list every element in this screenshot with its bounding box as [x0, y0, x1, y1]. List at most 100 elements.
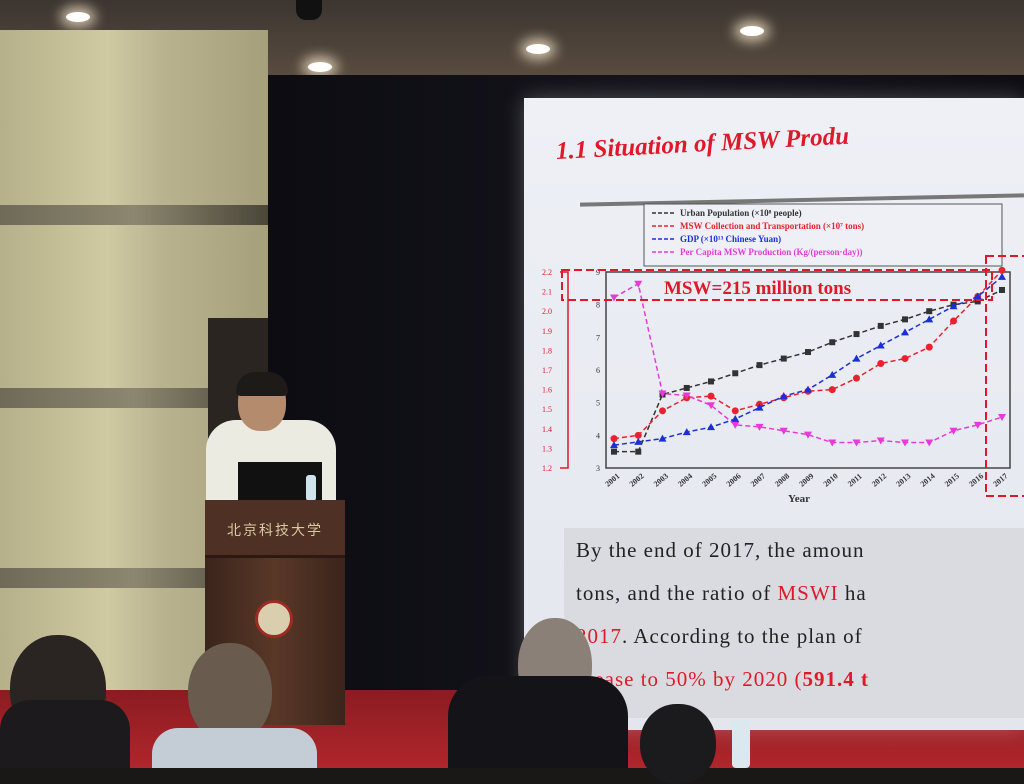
data-point	[998, 272, 1006, 280]
data-point	[805, 349, 811, 356]
podium: 北京科技大学	[205, 500, 345, 725]
audience-member	[448, 676, 628, 768]
y2-tick-label: 1.9	[542, 327, 552, 336]
data-point	[779, 392, 788, 400]
water-bottle	[732, 720, 750, 768]
audience-head	[188, 643, 272, 743]
data-point	[707, 392, 715, 400]
highlight-2017-box	[985, 255, 1024, 497]
data-point	[949, 302, 958, 310]
university-seal	[255, 600, 293, 638]
data-point	[707, 402, 715, 410]
data-point	[828, 370, 837, 378]
slide-text-line: 2017. According to the plan of	[576, 624, 863, 649]
data-point	[828, 386, 836, 394]
data-point	[901, 355, 909, 363]
slide-text-span: tons, and the ratio of	[576, 581, 778, 605]
data-point	[804, 385, 812, 393]
slide-text-line: crease to 50% by 2020 (591.4 t	[576, 667, 869, 692]
data-point	[634, 431, 642, 439]
data-point	[998, 266, 1006, 274]
data-point	[877, 322, 884, 329]
x-tick-label: 2007	[749, 471, 767, 488]
data-point	[829, 339, 836, 346]
data-point	[780, 355, 787, 362]
data-point	[708, 378, 714, 385]
y-tick-label: 3	[596, 464, 600, 473]
ceiling-light	[740, 26, 764, 36]
data-point	[974, 298, 981, 305]
data-point	[901, 328, 909, 336]
y-tick-label: 4	[596, 431, 600, 440]
data-point	[876, 341, 885, 349]
data-point	[634, 437, 643, 445]
data-point	[973, 421, 982, 429]
y-tick-label: 7	[596, 333, 600, 342]
slide-text-span: 591.4 t	[802, 667, 870, 691]
speaker-hair	[236, 372, 288, 396]
data-point	[611, 448, 617, 455]
ceiling-light	[526, 44, 550, 54]
msw-chart: Urban Population (×10⁸ people) MSW Collec…	[542, 203, 1024, 505]
wall-stripe	[0, 205, 268, 225]
projector	[296, 0, 322, 20]
data-point	[999, 286, 1005, 293]
data-point	[852, 354, 861, 362]
data-point	[950, 317, 957, 325]
wall-stripe	[0, 388, 268, 408]
data-point	[610, 294, 618, 302]
slide-text-span: . According to the plan of	[622, 624, 863, 648]
data-point	[853, 331, 860, 338]
x-tick-label: 2013	[894, 471, 912, 488]
y-tick-label: 9	[596, 268, 600, 277]
audience-head	[640, 704, 716, 784]
x-tick-label: 2010	[822, 471, 840, 488]
y2-tick-label: 2.1	[542, 288, 552, 297]
slide-text-span: MSWI	[777, 581, 839, 605]
plot-frame	[605, 271, 1011, 469]
data-point	[852, 439, 861, 447]
y2-axis-bracket	[560, 271, 569, 469]
water-bottle	[306, 475, 316, 501]
data-point	[731, 415, 740, 422]
series-line	[614, 289, 1003, 453]
data-point	[634, 280, 643, 288]
y2-tick-label: 1.5	[542, 405, 552, 414]
data-point	[756, 362, 763, 369]
data-point	[828, 439, 837, 447]
data-point	[925, 439, 934, 447]
y2-tick-label: 1.7	[542, 366, 552, 375]
y2-tick-label: 1.6	[542, 386, 552, 395]
legend-label: Urban Population (×10⁸ people)	[680, 208, 802, 218]
data-point	[925, 315, 934, 323]
x-tick-label: 2011	[846, 472, 864, 489]
data-point	[876, 437, 885, 445]
y-tick-label: 5	[596, 399, 600, 408]
y2-tick-label: 1.2	[542, 464, 552, 473]
data-point	[973, 292, 982, 300]
ceiling-light	[66, 12, 90, 22]
legend-label: MSW Collection and Transportation (×10⁷ …	[680, 221, 864, 231]
data-point	[804, 431, 812, 439]
x-tick-label: 2017	[991, 471, 1009, 488]
data-point	[877, 359, 885, 367]
data-point	[755, 403, 764, 411]
data-point	[901, 439, 909, 447]
callout-box	[561, 269, 993, 301]
ceiling-light	[308, 62, 332, 72]
data-point	[731, 421, 740, 429]
slide-text-line: By the end of 2017, the amoun	[576, 538, 865, 563]
y-tick-label: 8	[596, 301, 600, 310]
data-point	[682, 428, 691, 436]
podium-top: 北京科技大学	[205, 500, 345, 558]
data-point	[926, 308, 933, 315]
data-point	[755, 423, 764, 431]
data-point	[659, 407, 666, 415]
slide-text-span: By the end of 2017, the amoun	[576, 538, 865, 562]
y2-tick-label: 1.8	[542, 346, 552, 355]
data-point	[658, 390, 667, 398]
data-point	[779, 427, 788, 435]
data-point	[683, 384, 690, 391]
data-point	[732, 370, 739, 377]
y2-tick-label: 1.3	[542, 444, 552, 453]
